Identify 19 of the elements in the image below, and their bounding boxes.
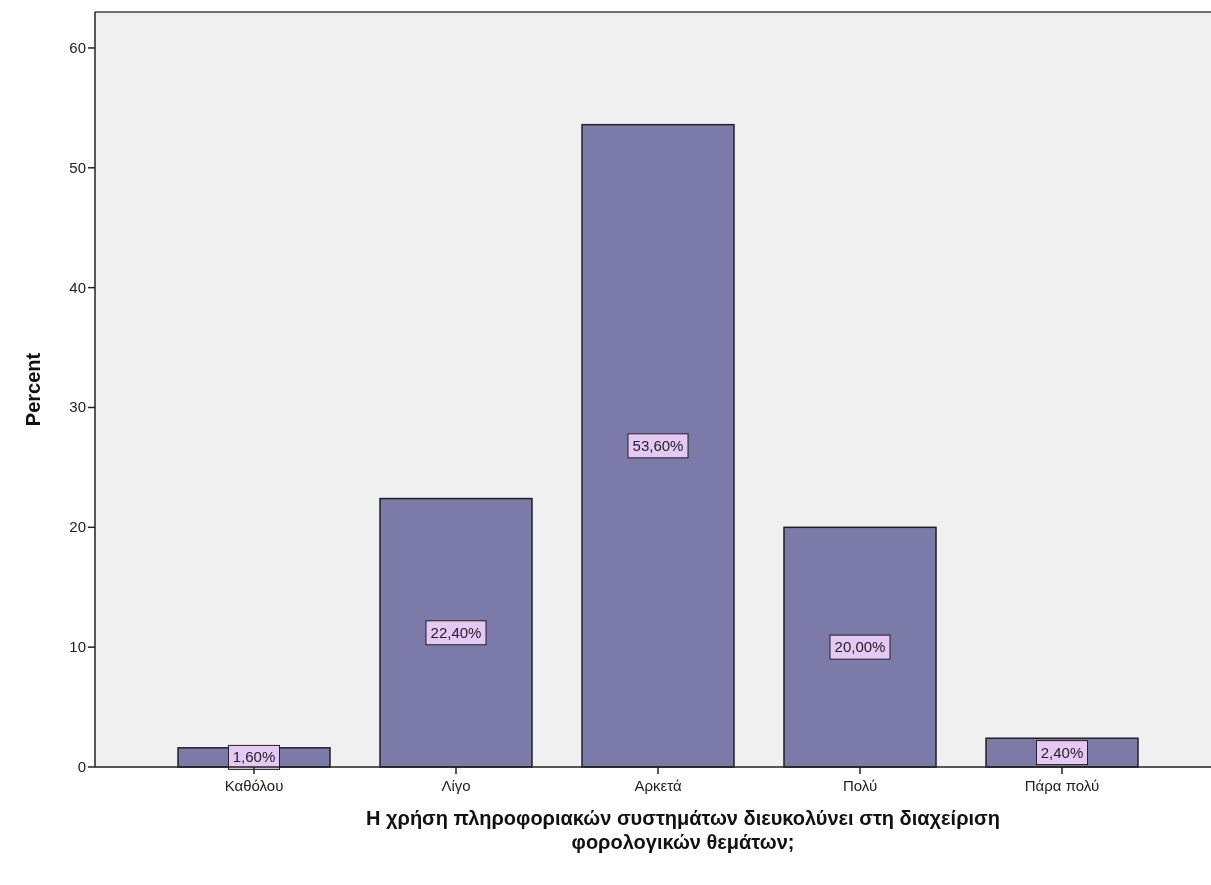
y-tick-label: 10 [69,638,86,656]
x-tick-label: Αρκετά [634,777,682,794]
y-tick-label: 50 [69,158,86,176]
x-tick-label: Πολύ [842,777,878,794]
x-tick-label: Πάρα πολύ [1024,777,1100,794]
data-label: 20,00% [834,638,886,656]
data-label: 2,40% [1040,743,1084,761]
x-tick-label: Λίγο [441,777,471,794]
y-tick-label: 60 [69,38,86,56]
data-label: 22,40% [430,623,482,641]
x-axis-title: Η χρήση πληροφοριακών συστημάτων διευκολύνει στη διαχείριση φορολογικών θεμάτων; [366,807,1000,853]
y-tick-label: 30 [69,398,86,416]
y-tick-label: 0 [77,758,86,775]
y-axis-title: Percent [22,352,44,427]
y-tick-label: 20 [69,518,86,536]
data-label: 1,60% [232,748,276,766]
y-tick-label: 40 [69,278,86,296]
x-tick-label: Καθόλου [224,777,284,794]
data-label: 53,60% [632,436,684,454]
